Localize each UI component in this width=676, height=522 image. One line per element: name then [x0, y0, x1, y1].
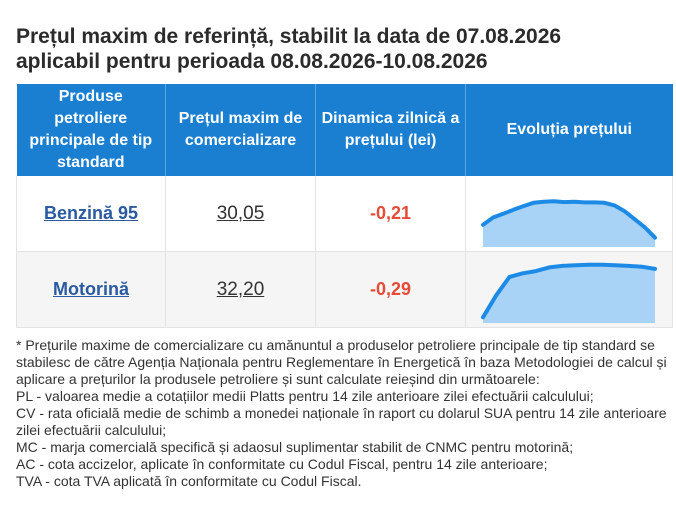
sparkline-cell-benzina	[465, 176, 673, 252]
table-row-benzina: Benzină 95 30,05 -0,21	[16, 176, 673, 252]
price-cell: 30,05	[165, 176, 316, 252]
header-products: Produse petroliere principale de tip sta…	[16, 84, 166, 176]
prices-table: Produse petroliere principale de tip sta…	[16, 84, 673, 328]
footnote-cv: CV - rata oficială medie de schimb a mon…	[16, 405, 667, 438]
price-cell: 32,20	[165, 251, 316, 328]
footnotes: * Prețurile maxime de comercializare cu …	[16, 337, 672, 490]
footnote-tva: TVA - cota TVA aplicată în conformitate …	[16, 473, 362, 489]
title-line-2: aplicabil pentru perioada 08.08.2026-10.…	[16, 50, 488, 73]
footnote-ac: AC - cota accizelor, aplicate în conform…	[16, 456, 548, 472]
delta-cell: -0,21	[315, 176, 466, 252]
sparkline-area	[483, 264, 655, 323]
delta-value-benzina: -0,21	[369, 203, 412, 223]
product-cell: Motorină	[16, 251, 166, 328]
product-cell: Benzină 95	[16, 176, 166, 252]
table-row-motorina: Motorină 32,20 -0,29	[16, 251, 673, 328]
title-line-1: Prețul maxim de referință, stabilit la d…	[16, 25, 562, 48]
sparkline-cell-motorina	[465, 251, 673, 328]
header-max-price: Prețul maxim de comercializare	[165, 84, 316, 176]
footnote-pl: PL - valoarea medie a cotațiilor medii P…	[16, 388, 594, 404]
product-link-motorina[interactable]: Motorină	[53, 279, 129, 299]
sparkline-motorina	[481, 262, 657, 323]
footnote-intro: * Prețurile maxime de comercializare cu …	[16, 337, 667, 387]
delta-cell: -0,29	[315, 251, 466, 328]
price-widget: Prețul maxim de referință, stabilit la d…	[16, 0, 673, 490]
footnote-mc: MC - marja comercială specifică și adaos…	[16, 439, 574, 455]
header-daily-change: Dinamica zilnică a prețului (lei)	[315, 84, 466, 176]
sparkline-line	[481, 198, 657, 240]
product-link-benzina[interactable]: Benzină 95	[43, 203, 139, 223]
page-title: Prețul maxim de referință, stabilit la d…	[16, 0, 672, 74]
delta-value-motorina: -0,29	[369, 279, 412, 299]
sparkline-benzina	[481, 198, 657, 247]
header-price-evolution: Evoluția prețului	[465, 84, 673, 176]
price-value-motorina: 32,20	[216, 278, 265, 300]
sparkline-line	[481, 262, 657, 319]
table-header-row: Produse petroliere principale de tip sta…	[16, 84, 673, 176]
price-value-benzina: 30,05	[216, 202, 265, 224]
sparkline-area	[483, 200, 655, 247]
